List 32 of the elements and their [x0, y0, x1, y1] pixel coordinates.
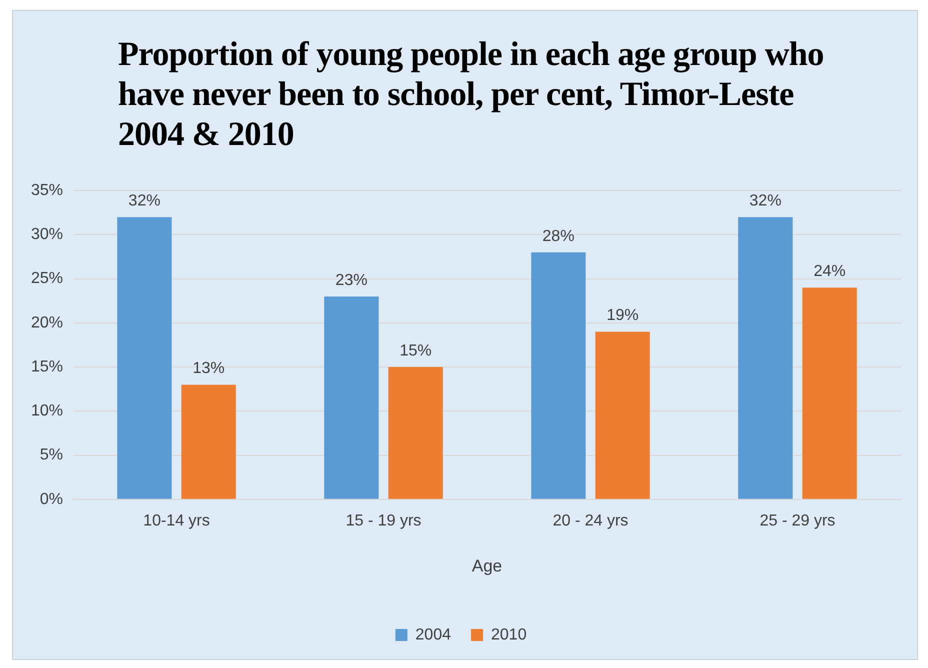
- bar: [117, 217, 172, 499]
- data-label: 15%: [400, 342, 432, 360]
- bar: [388, 367, 443, 499]
- y-tick-label: 15%: [30, 358, 64, 376]
- bar: [595, 332, 650, 499]
- y-tick-label: 0%: [40, 490, 64, 508]
- x-tick-label: 10-14 yrs: [143, 512, 210, 530]
- legend-label: 2010: [491, 626, 527, 644]
- x-tick-label: 15 - 19 yrs: [346, 512, 422, 530]
- bar: [324, 296, 379, 499]
- bar: [181, 384, 236, 499]
- chart-title: Proportion of young people in each age group who have never been to school, per cent, Timor-Leste 2004 & 2010: [118, 35, 825, 155]
- y-tick-label: 25%: [30, 270, 64, 288]
- bar: [738, 217, 793, 499]
- bar: [531, 252, 586, 499]
- x-tick-label: 25 - 29 yrs: [760, 512, 836, 530]
- bar: [802, 288, 857, 499]
- data-label: 24%: [814, 263, 846, 280]
- data-label: 32%: [749, 192, 782, 210]
- y-tick-label: 5%: [40, 446, 64, 464]
- data-label: 19%: [606, 307, 639, 324]
- y-tick-label: 35%: [30, 182, 64, 200]
- x-tick-label: 20 - 24 yrs: [552, 512, 628, 530]
- data-label: 32%: [128, 192, 160, 210]
- data-label: 28%: [542, 228, 574, 245]
- data-label: 23%: [335, 272, 368, 289]
- y-tick-label: 10%: [30, 402, 64, 420]
- x-axis-title: Age: [472, 556, 502, 576]
- y-tick-label: 20%: [30, 314, 64, 332]
- data-label: 13%: [192, 360, 225, 378]
- y-tick-label: 30%: [30, 226, 64, 244]
- legend-label: 2004: [415, 626, 452, 644]
